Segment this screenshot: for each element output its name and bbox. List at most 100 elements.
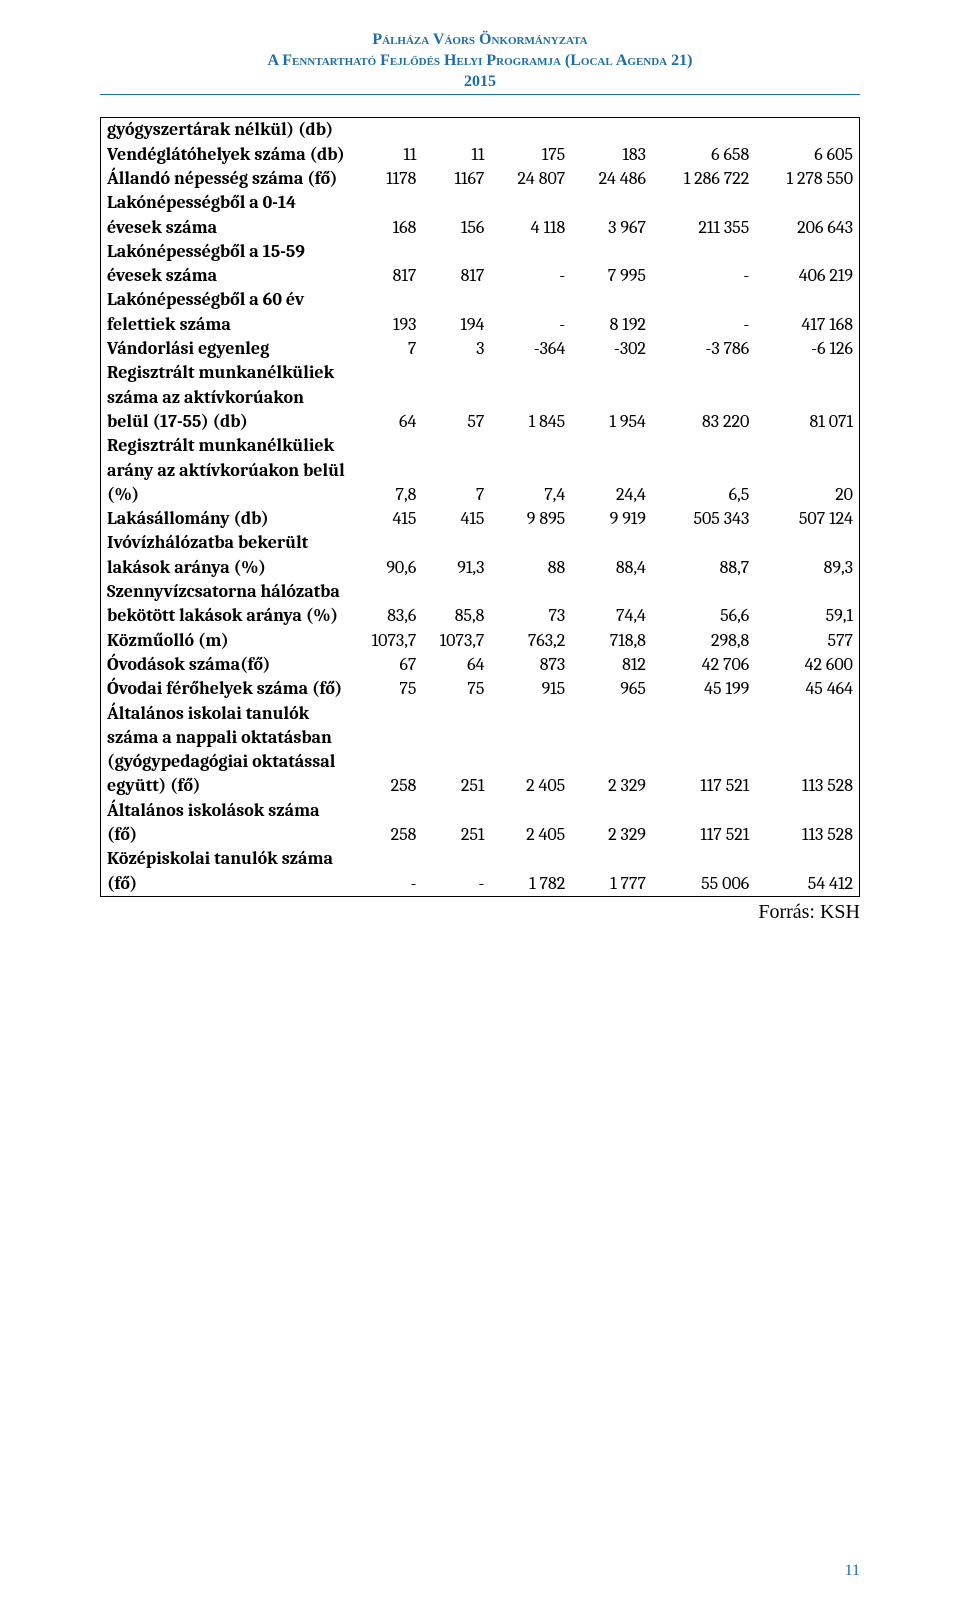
table-row: gyógyszertárak nélkül) (db) [101, 118, 860, 143]
row-value: 1178 [354, 167, 422, 191]
row-value: 194 [422, 288, 490, 337]
row-label: Szennyvízcsatorna hálózatba bekötött lak… [101, 580, 355, 629]
row-label: Regisztrált munkanélküliek száma az aktí… [101, 361, 355, 434]
row-label: Lakónépességből a 60 év felettiek száma [101, 288, 355, 337]
row-value: 175 [490, 143, 571, 167]
row-value: 73 [490, 580, 571, 629]
row-value: 505 343 [652, 507, 755, 531]
row-label: Általános iskolások száma (fő) [101, 799, 355, 848]
row-value: 113 528 [755, 702, 859, 799]
row-value: 57 [422, 361, 490, 434]
row-value: 251 [422, 702, 490, 799]
row-value: 156 [422, 191, 490, 240]
row-value: 24,4 [571, 434, 652, 507]
row-value: 88,4 [571, 531, 652, 580]
row-value: - [422, 847, 490, 896]
row-value: 1073,7 [354, 629, 422, 653]
row-value: -3 786 [652, 337, 755, 361]
row-value: 1 278 550 [755, 167, 859, 191]
row-value: 507 124 [755, 507, 859, 531]
row-value: 89,3 [755, 531, 859, 580]
row-value [652, 118, 755, 143]
row-value: 258 [354, 799, 422, 848]
row-value: 55 006 [652, 847, 755, 896]
row-label: Lakásállomány (db) [101, 507, 355, 531]
table-row: Óvodai férőhelyek száma (fő)757591596545… [101, 677, 860, 701]
row-value: 42 600 [755, 653, 859, 677]
row-value: 2 329 [571, 702, 652, 799]
data-table: gyógyszertárak nélkül) (db)Vendéglátóhel… [100, 117, 860, 897]
row-value: 74,4 [571, 580, 652, 629]
row-value: - [490, 240, 571, 289]
table-row: Szennyvízcsatorna hálózatba bekötött lak… [101, 580, 860, 629]
row-value: 117 521 [652, 799, 755, 848]
table-row: Lakásállomány (db)4154159 8959 919505 34… [101, 507, 860, 531]
row-value: 59,1 [755, 580, 859, 629]
row-value: 417 168 [755, 288, 859, 337]
row-value: 88,7 [652, 531, 755, 580]
row-label: Vendéglátóhelyek száma (db) [101, 143, 355, 167]
row-value: 64 [354, 361, 422, 434]
row-value: 83,6 [354, 580, 422, 629]
row-label: Lakónépességből a 0-14 évesek száma [101, 191, 355, 240]
row-value: 24 807 [490, 167, 571, 191]
row-value: 965 [571, 677, 652, 701]
row-value: 183 [571, 143, 652, 167]
row-value: 85,8 [422, 580, 490, 629]
row-value: - [490, 288, 571, 337]
table-row: Lakónépességből a 60 év felettiek száma 1… [101, 288, 860, 337]
table-row: Vándorlási egyenleg73-364-302-3 786-6 12… [101, 337, 860, 361]
row-value: 1 286 722 [652, 167, 755, 191]
row-value: 915 [490, 677, 571, 701]
row-value: 88 [490, 531, 571, 580]
row-label: Általános iskolai tanulók száma a nappal… [101, 702, 355, 799]
row-value: 817 [354, 240, 422, 289]
row-value: 298,8 [652, 629, 755, 653]
row-label: Óvodások száma(fő) [101, 653, 355, 677]
row-value: 7 [354, 337, 422, 361]
row-value: - [354, 847, 422, 896]
header-rule [100, 94, 860, 95]
row-value [571, 118, 652, 143]
row-value: 718,8 [571, 629, 652, 653]
table-row: Általános iskolások száma (fő)2582512 40… [101, 799, 860, 848]
row-value: 1 845 [490, 361, 571, 434]
row-value: 3 [422, 337, 490, 361]
row-value: 81 071 [755, 361, 859, 434]
row-value: 45 199 [652, 677, 755, 701]
row-value: 113 528 [755, 799, 859, 848]
row-value: 7,8 [354, 434, 422, 507]
row-value: 206 643 [755, 191, 859, 240]
page: Pálháza Váors Önkormányzata A Fenntartha… [0, 0, 960, 1610]
row-value: 577 [755, 629, 859, 653]
row-label: Állandó népesség száma (fő) [101, 167, 355, 191]
row-value: -364 [490, 337, 571, 361]
table-row: Óvodások száma(fő)676487381242 70642 600 [101, 653, 860, 677]
row-value: - [652, 240, 755, 289]
row-value [354, 118, 422, 143]
row-value: 1073,7 [422, 629, 490, 653]
row-value: 83 220 [652, 361, 755, 434]
row-label: gyógyszertárak nélkül) (db) [101, 118, 355, 143]
row-value: 117 521 [652, 702, 755, 799]
header-line-2: A Fenntartható Fejlődés Helyi Programja … [100, 51, 860, 72]
row-label: Lakónépességből a 15-59 évesek száma [101, 240, 355, 289]
row-value: 91,3 [422, 531, 490, 580]
row-value: 67 [354, 653, 422, 677]
row-value [490, 118, 571, 143]
row-label: Óvodai férőhelyek száma (fő) [101, 677, 355, 701]
row-value: 812 [571, 653, 652, 677]
row-value: 406 219 [755, 240, 859, 289]
row-value: - [652, 288, 755, 337]
table-row: Lakónépességből a 15-59 évesek száma8178… [101, 240, 860, 289]
table-row: Vendéglátóhelyek száma (db)11111751836 6… [101, 143, 860, 167]
row-value: 415 [422, 507, 490, 531]
row-value: 258 [354, 702, 422, 799]
row-value: 251 [422, 799, 490, 848]
row-value: 817 [422, 240, 490, 289]
row-value: 2 405 [490, 702, 571, 799]
row-label: Ivóvízhálózatba bekerült lakások aránya … [101, 531, 355, 580]
row-value: 1 954 [571, 361, 652, 434]
row-label: Regisztrált munkanélküliek arány az aktí… [101, 434, 355, 507]
row-value: 763,2 [490, 629, 571, 653]
